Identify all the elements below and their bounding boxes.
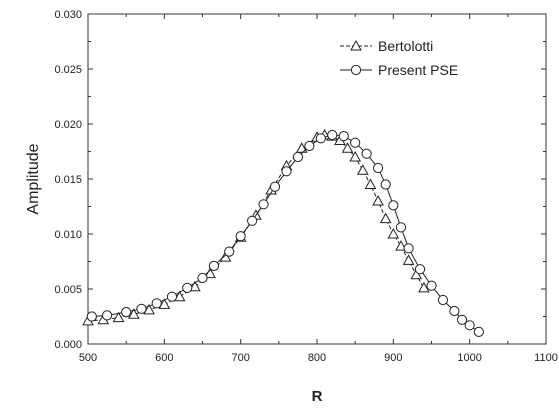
circle-point (372, 162, 384, 174)
triangle-point (364, 178, 377, 189)
circle-point (327, 129, 338, 141)
circle-point (121, 307, 132, 318)
circle-point (86, 311, 97, 322)
y-tick-label: 0.010 (54, 229, 82, 241)
legend-label: Present PSE (378, 62, 458, 78)
circle-point (395, 222, 407, 233)
axis-ticks (87, 13, 547, 345)
y-tick-label: 0.015 (54, 174, 82, 186)
y-tick-labels: 0.000 0.005 0.010 0.015 0.020 0.025 0.030 (54, 9, 82, 351)
series-2 (86, 129, 484, 337)
series-line (91, 134, 480, 333)
y-tick-label: 0.030 (54, 9, 82, 21)
triangle-point (341, 142, 354, 153)
triangle-point (410, 268, 423, 280)
triangle-point (173, 290, 186, 302)
triangle-point (349, 150, 362, 162)
legend-item: Present PSE (340, 62, 458, 78)
circle-point (464, 320, 475, 331)
circle-point (235, 231, 246, 242)
triangle-point (219, 251, 232, 262)
y-tick-label: 0.005 (54, 284, 82, 296)
x-tick-label: 500 (79, 352, 97, 364)
triangle-point (372, 194, 384, 206)
triangle-point (143, 303, 155, 315)
circle-point (136, 303, 147, 314)
x-tick-label: 1100 (534, 352, 558, 364)
triangle-point (295, 142, 308, 153)
y-tick-label: 0.000 (54, 339, 82, 351)
x-tick-label: 1000 (457, 352, 481, 364)
x-tick-label: 900 (384, 352, 402, 364)
triangle-point (402, 254, 415, 265)
triangle-point (112, 311, 125, 323)
series-layer (82, 128, 484, 337)
circle-point (304, 140, 315, 152)
circle-point (151, 298, 162, 309)
x-tick-labels: 500 600 700 800 900 1000 1100 (79, 352, 558, 364)
series-1 (82, 128, 430, 326)
circle-point (414, 264, 426, 275)
triangle-point (158, 298, 171, 309)
triangle-point (379, 212, 392, 224)
circle-point (473, 326, 484, 337)
circle-point (101, 310, 113, 321)
circle-point (315, 133, 326, 144)
circle-point (292, 151, 304, 163)
circle-point (350, 137, 361, 148)
circle-point (456, 314, 468, 325)
circle-point (166, 291, 178, 302)
circle-point (403, 243, 414, 254)
legend-circle-marker (350, 64, 362, 76)
x-tick-label: 600 (155, 352, 173, 364)
circle-point (437, 294, 449, 306)
circle-point (449, 305, 460, 317)
legend: Bertolotti Present PSE (340, 38, 458, 78)
y-tick-label: 0.020 (54, 119, 82, 131)
triangle-point (395, 240, 407, 251)
y-tick-label: 0.025 (54, 64, 82, 76)
plot-frame (87, 13, 547, 345)
circle-point (269, 181, 281, 192)
triangle-point (189, 280, 201, 292)
circle-point (182, 282, 193, 293)
triangle-point (127, 308, 140, 319)
legend-triangle-marker (350, 39, 362, 51)
circle-point (380, 179, 391, 190)
circle-point (197, 272, 208, 284)
triangle-point (418, 281, 430, 293)
circle-point (208, 260, 220, 271)
circle-point (388, 200, 399, 211)
circle-point (361, 148, 372, 159)
circle-point (224, 246, 235, 257)
triangle-point (356, 164, 369, 175)
legend-label: Bertolotti (378, 38, 433, 54)
x-tick-label: 800 (308, 352, 326, 364)
circle-point (338, 131, 349, 142)
circle-point (258, 199, 269, 210)
x-axis-title: R (312, 388, 323, 405)
x-tick-label: 700 (231, 352, 249, 364)
y-axis-title: Amplitude (25, 143, 42, 214)
triangle-point (387, 227, 400, 239)
circle-point (426, 280, 437, 291)
legend-item: Bertolotti (340, 38, 433, 54)
circle-point (247, 215, 258, 226)
circle-point (281, 166, 292, 177)
